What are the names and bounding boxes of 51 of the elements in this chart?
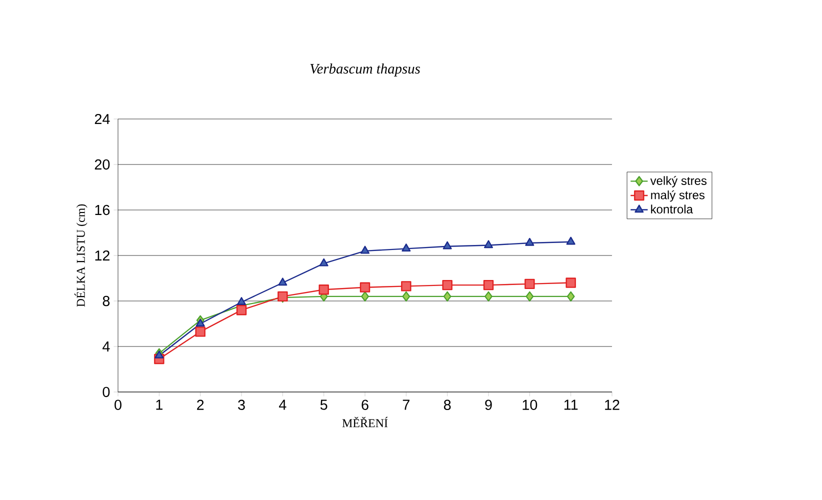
x-tick-label: 8	[444, 400, 451, 410]
point	[526, 291, 534, 302]
point	[484, 291, 492, 302]
x-tick-label: 2	[197, 400, 204, 410]
point	[566, 291, 575, 302]
y-tick-label: 0	[102, 386, 110, 398]
y-tick-label: 24	[94, 114, 110, 124]
point	[361, 291, 369, 302]
point	[236, 304, 247, 316]
point	[360, 246, 370, 254]
x-tick-label: 3	[238, 400, 245, 410]
point	[402, 291, 410, 302]
x-tick-label: 4	[279, 400, 286, 410]
y-axis-title: DÉLKA LISTU (cm)	[74, 204, 88, 307]
y-tick-label: 4	[102, 342, 110, 352]
legend-label: velký stres	[650, 176, 707, 188]
point	[319, 258, 328, 266]
x-tick-label: 9	[485, 400, 492, 410]
point	[402, 244, 411, 252]
x-tick-label: 1	[156, 400, 162, 410]
point	[237, 297, 246, 305]
point	[524, 278, 535, 290]
point	[360, 282, 370, 292]
x-axis-title: MĚŘENÍ	[342, 416, 388, 428]
point	[278, 278, 288, 286]
point	[484, 240, 493, 248]
legend-label: malý stres	[651, 190, 705, 202]
x-tick-label: 12	[605, 400, 620, 410]
point	[196, 318, 205, 327]
point	[566, 278, 576, 288]
point	[401, 281, 412, 292]
point	[566, 236, 576, 245]
point	[443, 291, 452, 302]
point	[525, 238, 534, 246]
legend-label: kontrola	[651, 204, 693, 214]
y-tick-label: 8	[102, 296, 110, 306]
point	[483, 280, 494, 290]
x-tick-label: 0	[114, 400, 122, 410]
x-tick-label: 11	[564, 400, 578, 410]
point	[195, 326, 206, 337]
x-tick-label: 5	[320, 400, 328, 410]
x-tick-label: 6	[362, 400, 368, 410]
x-tick-label: 7	[402, 400, 410, 410]
point	[442, 241, 452, 250]
y-tick-label: 16	[95, 204, 110, 216]
point	[442, 280, 452, 290]
point	[318, 284, 329, 295]
y-tick-label: 20	[94, 159, 110, 170]
chart-title: Verbascum thapsus	[310, 63, 420, 77]
y-tick-label: 12	[95, 250, 110, 261]
x-tick-label: 10	[522, 400, 538, 410]
